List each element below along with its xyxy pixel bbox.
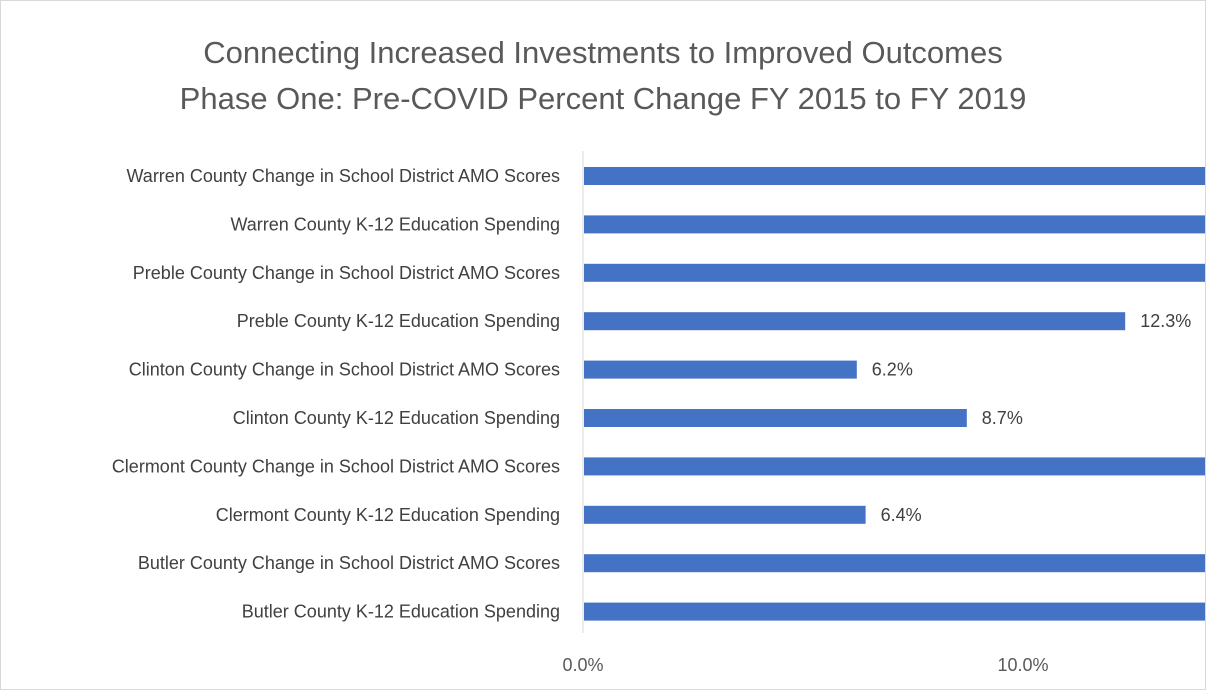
x-tick-label: 0.0%: [562, 655, 603, 675]
category-label: Clinton County K-12 Education Spending: [233, 408, 560, 428]
bar: [584, 505, 866, 524]
x-tick-label: 10.0%: [997, 655, 1048, 675]
bar: [584, 409, 967, 427]
data-label: 12.3%: [1140, 311, 1191, 331]
category-label: Preble County Change in School District …: [133, 263, 560, 283]
data-label: 8.7%: [982, 408, 1023, 428]
bar: [584, 215, 1205, 234]
category-label: Clermont County Change in School Distric…: [112, 456, 560, 476]
category-label: Warren County K-12 Education Spending: [230, 214, 560, 234]
chart-title: Connecting Increased Investments to Impr…: [203, 35, 1003, 70]
category-label: Butler County K-12 Education Spending: [242, 602, 560, 622]
bar: [584, 554, 1205, 573]
category-label: Butler County Change in School District …: [138, 553, 560, 573]
bar: [584, 312, 1126, 331]
category-label: Clinton County Change in School District…: [129, 360, 560, 380]
bar: [584, 457, 1205, 476]
data-label: 6.4%: [881, 505, 922, 525]
bar: [584, 360, 857, 379]
bar: [584, 602, 1205, 621]
category-label: Clermont County K-12 Education Spending: [216, 505, 560, 525]
chart-subtitle: Phase One: Pre-COVID Percent Change FY 2…: [179, 81, 1027, 116]
category-label: Preble County K-12 Education Spending: [237, 311, 560, 331]
bar: [584, 263, 1205, 282]
category-label: Warren County Change in School District …: [126, 166, 560, 186]
bar: [584, 167, 1205, 185]
data-label: 6.2%: [872, 360, 913, 380]
